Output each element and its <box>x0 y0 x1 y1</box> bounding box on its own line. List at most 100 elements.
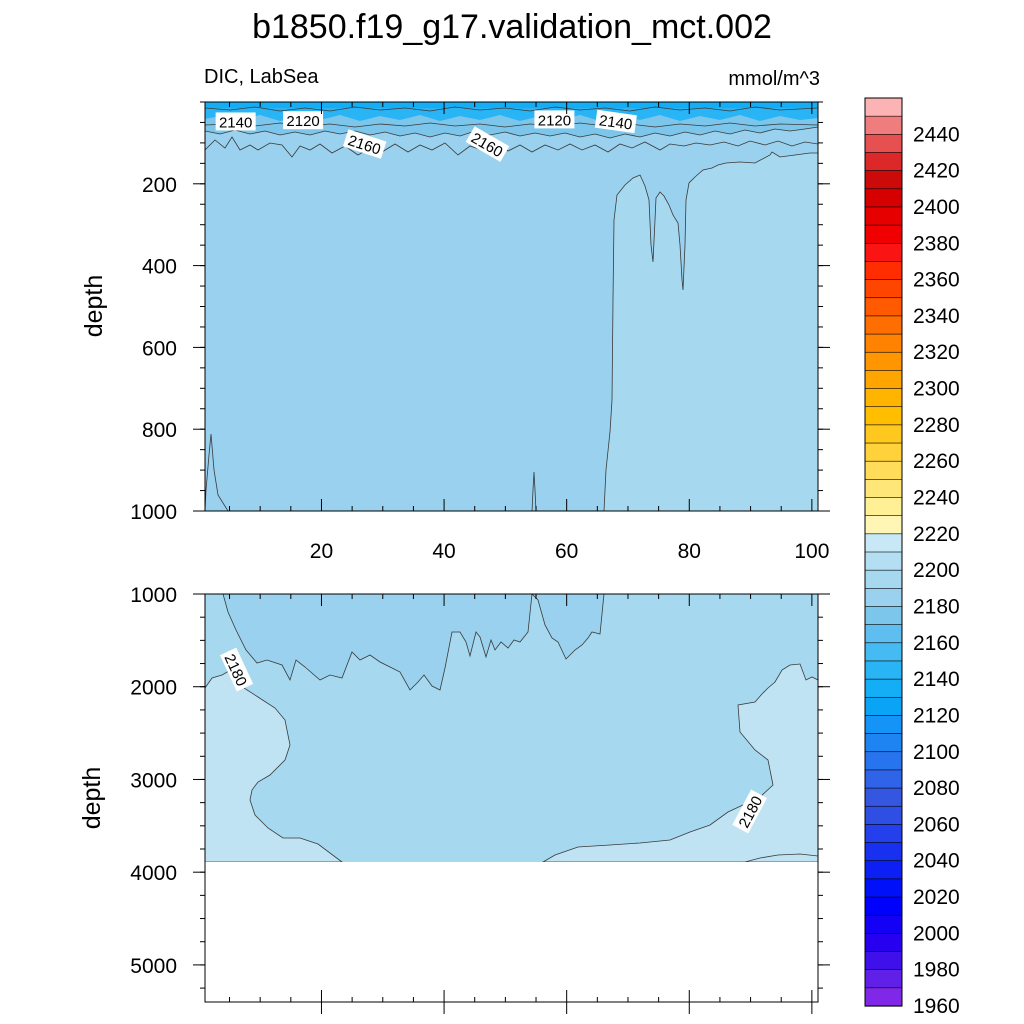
top-fill-east-lighter <box>603 151 818 511</box>
colorbar-box <box>864 115 903 135</box>
colorbar-box <box>864 424 903 444</box>
colorbar-label: 2160 <box>913 632 960 655</box>
colorbar-box <box>864 715 903 735</box>
top-fill-2100-band <box>205 102 818 108</box>
colorbar-box <box>864 370 903 390</box>
colorbar-frame <box>864 97 903 1007</box>
contour-label-box <box>219 647 254 692</box>
figure-title: b1850.f19_g17.validation_mct.002 <box>252 8 772 46</box>
colorbar-label: 2220 <box>913 523 960 546</box>
colorbar-label: 2320 <box>913 341 960 364</box>
colorbar-box <box>864 824 903 844</box>
colorbar-label: 2360 <box>913 269 960 292</box>
contour-label-text: 2140 <box>219 114 252 131</box>
colorbar-box <box>864 188 903 208</box>
colorbar-box <box>864 914 903 934</box>
contour-label-box <box>215 112 256 131</box>
colorbar-box <box>864 206 903 226</box>
top-contour-label: 2120 <box>534 110 575 129</box>
colorbar-box <box>864 860 903 880</box>
colorbar-label: 2340 <box>913 305 960 328</box>
top-ytick-label: 400 <box>142 256 177 279</box>
contour-label-box <box>732 789 768 834</box>
top-xtick-label: 60 <box>555 540 578 563</box>
colorbar-box <box>864 315 903 335</box>
colorbar-box <box>864 751 903 771</box>
colorbar-label: 2120 <box>913 704 960 727</box>
top-xtick-label: 40 <box>432 540 455 563</box>
colorbar-box <box>864 896 903 916</box>
colorbar-box <box>864 460 903 480</box>
top-ytick-label: 600 <box>142 337 177 360</box>
colorbar-label: 2200 <box>913 559 960 582</box>
top-contour-label: 2120 <box>283 111 324 130</box>
variable-subtitle: DIC, LabSea <box>204 66 319 88</box>
colorbar-box <box>864 333 903 353</box>
bottom-ytick-label: 1000 <box>130 584 177 607</box>
top-ylabel: depth <box>80 275 108 338</box>
bottom-panel-frame <box>204 593 819 1003</box>
colorbar-box <box>864 933 903 953</box>
contour-label-text: 2120 <box>286 113 319 130</box>
colorbar-box <box>864 987 903 1007</box>
colorbar-box <box>864 261 903 281</box>
contour-label-text: 2120 <box>538 112 571 129</box>
bottom-seafloor <box>205 862 818 1002</box>
colorbar-label: 2380 <box>913 232 960 255</box>
colorbar-box <box>864 660 903 680</box>
colorbar-box <box>864 588 903 608</box>
top-ytick-label: 1000 <box>130 501 177 524</box>
contour-label-box <box>283 111 324 130</box>
top-ytick-label: 200 <box>142 174 177 197</box>
colorbar-box <box>864 134 903 154</box>
colorbar-label: 2000 <box>913 922 960 945</box>
bottom-ytick-label: 5000 <box>130 955 177 978</box>
colorbar-box <box>864 97 903 117</box>
colorbar-box <box>864 696 903 717</box>
top-xtick-label: 80 <box>678 540 701 563</box>
colorbar-box <box>864 624 903 644</box>
contour-label-box <box>342 129 387 159</box>
colorbar-label: 2440 <box>913 123 960 146</box>
top-ytick-label: 800 <box>142 419 177 442</box>
colorbar-labels: 2440 2420 2400 2380 2360 2340 2320 2300 2280 2260… <box>913 123 960 1018</box>
colorbar-label: 2080 <box>913 777 960 800</box>
colorbar-box <box>864 678 903 698</box>
contour-line-west-spike <box>205 433 229 511</box>
colorbar-label: 2280 <box>913 414 960 437</box>
bottom-ylabel: depth <box>78 767 106 830</box>
colorbar-box <box>864 242 903 263</box>
colorbar-box <box>864 842 903 862</box>
colorbar-label: 1980 <box>913 959 960 982</box>
colorbar-label: 2420 <box>913 160 960 183</box>
colorbar-box <box>864 769 903 789</box>
contour-line-2110 <box>205 106 818 112</box>
colorbar-label: 2260 <box>913 450 960 473</box>
colorbar-label: 2040 <box>913 850 960 873</box>
colorbar-box <box>864 805 903 825</box>
colorbar-box <box>864 388 903 408</box>
colorbar-box <box>864 878 903 898</box>
bottom-ytick-label: 3000 <box>130 769 177 792</box>
colorbar-box <box>864 733 903 753</box>
top-xtick-label: 100 <box>794 540 829 563</box>
colorbar-box <box>864 533 903 553</box>
contour-label-box <box>594 109 637 134</box>
bottom-ytick-label: 4000 <box>130 862 177 885</box>
top-contour-label: 2140 <box>215 112 256 131</box>
colorbar-label: 2100 <box>913 741 960 764</box>
colorbar-box <box>864 951 903 971</box>
units-subtitle: mmol/m^3 <box>728 68 820 90</box>
colorbar-box <box>864 515 903 535</box>
colorbar-label: 2240 <box>913 487 960 510</box>
colorbar-box <box>864 787 903 807</box>
colorbar-box <box>864 152 903 172</box>
contour-label-box <box>465 126 510 162</box>
contour-label-text: 2140 <box>598 112 633 133</box>
colorbar-box <box>864 279 903 299</box>
colorbar-label: 2400 <box>913 196 960 219</box>
colorbar-box <box>864 606 903 626</box>
